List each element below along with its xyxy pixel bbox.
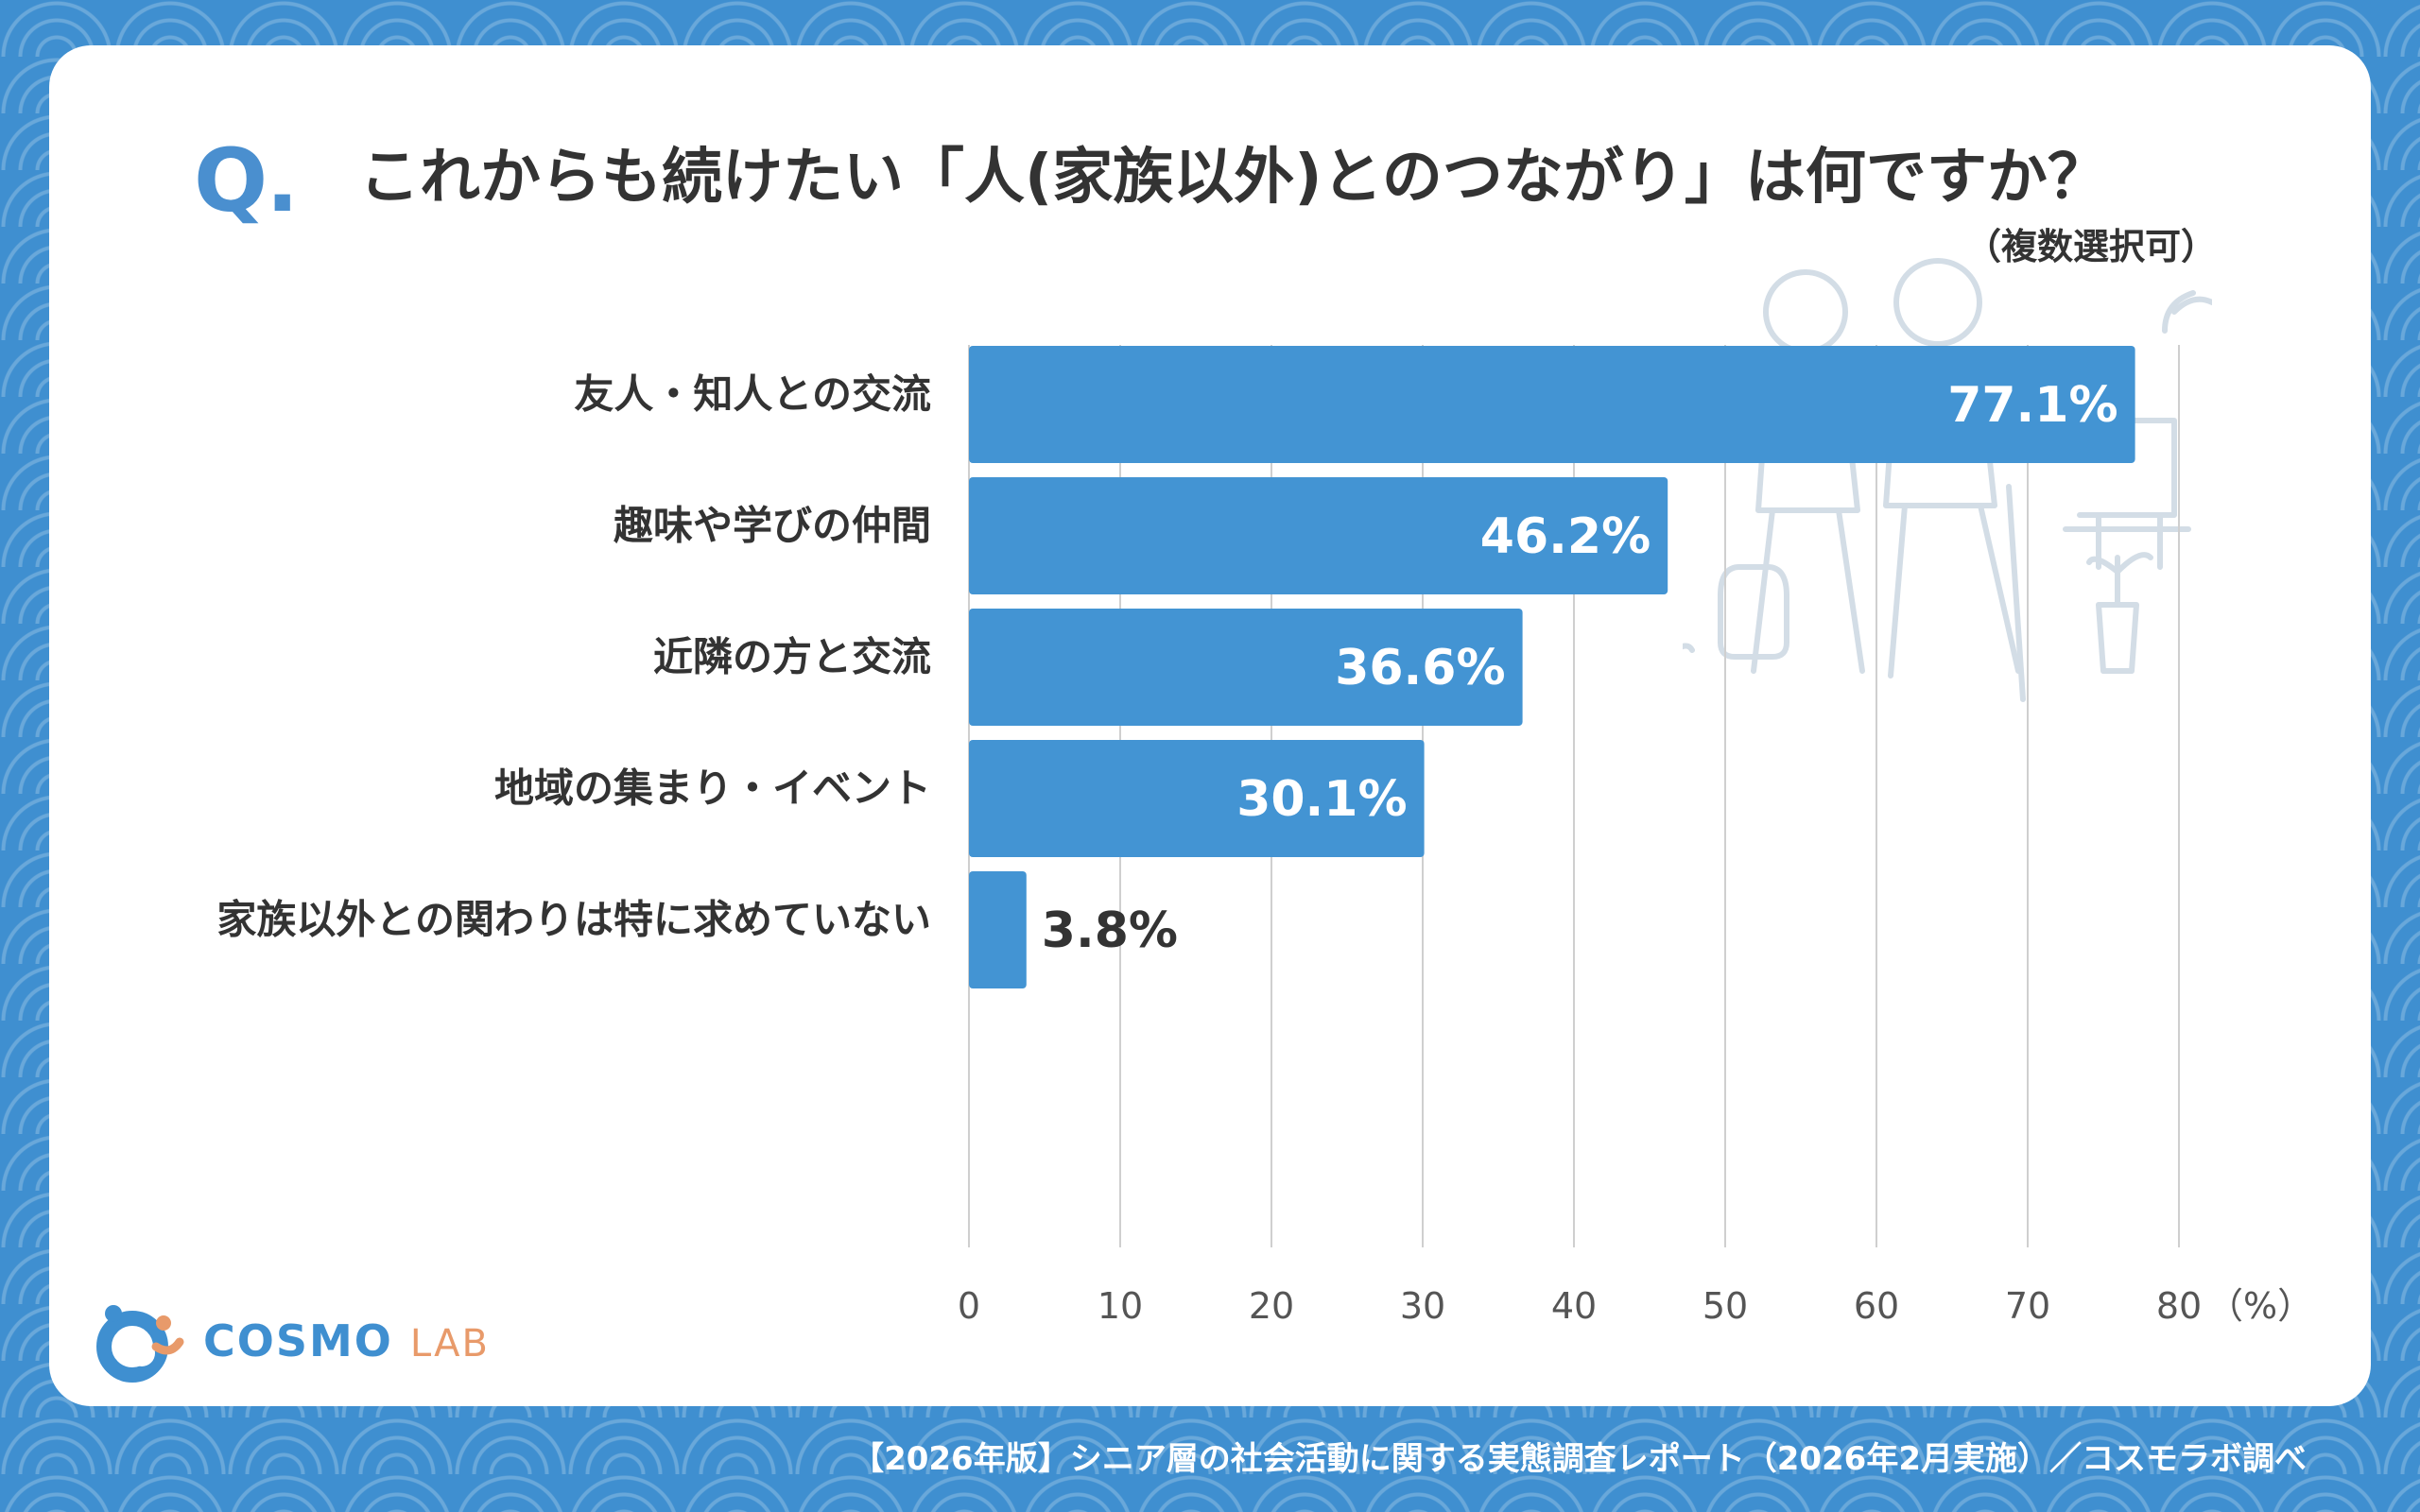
- category-label: 友人・知人との交流: [574, 371, 931, 418]
- bar: [969, 609, 1523, 726]
- source-footer: 【2026年版】シニア層の社会活動に関する実態調査レポート（2026年2月実施）…: [852, 1440, 2307, 1478]
- chart-subtitle: （複数選択可）: [1964, 226, 2217, 267]
- logo-text-cosmo: COSMO: [203, 1315, 393, 1366]
- x-unit-label: （%）: [2207, 1285, 2313, 1327]
- bar: [969, 477, 1668, 594]
- category-label: 地域の集まり・イベント: [494, 765, 931, 812]
- x-tick-label: 80: [2156, 1285, 2202, 1327]
- category-label: 近隣の方と交流: [653, 634, 931, 680]
- bar: [969, 346, 2135, 463]
- question-mark: Q.: [194, 130, 299, 232]
- chart-title: これからも続けたい「人(家族以外)とのつながり」は何ですか？: [359, 143, 2108, 213]
- value-label: 3.8%: [1042, 902, 1178, 959]
- x-tick-label: 50: [1703, 1285, 1748, 1327]
- x-tick-label: 60: [1854, 1285, 1899, 1327]
- category-label: 家族以外との関わりは特に求めていない: [216, 897, 931, 943]
- value-label: 30.1%: [1236, 771, 1407, 828]
- value-label: 46.2%: [1480, 508, 1651, 565]
- bar: [969, 740, 1425, 857]
- x-tick-label: 40: [1551, 1285, 1597, 1327]
- x-tick-label: 70: [2005, 1285, 2050, 1327]
- logo-text-lab: LAB: [409, 1322, 490, 1366]
- cosmo-lab-logo-icon: [96, 1305, 184, 1383]
- cosmo-lab-logo: COSMO LAB: [90, 1295, 490, 1389]
- bar-chart: 0 10 20 30 40 50 60 70 80 （%） 友人・知人との交流 77.1% 趣味や学びの…: [216, 345, 2313, 1327]
- x-tick-label: 0: [958, 1285, 980, 1327]
- x-tick-label: 30: [1400, 1285, 1445, 1327]
- x-tick-label: 10: [1098, 1285, 1143, 1327]
- value-label: 36.6%: [1335, 640, 1505, 696]
- category-label: 趣味や学びの仲間: [614, 503, 931, 549]
- bar: [969, 871, 1027, 988]
- x-tick-label: 20: [1249, 1285, 1294, 1327]
- value-label: 77.1%: [1947, 377, 2118, 434]
